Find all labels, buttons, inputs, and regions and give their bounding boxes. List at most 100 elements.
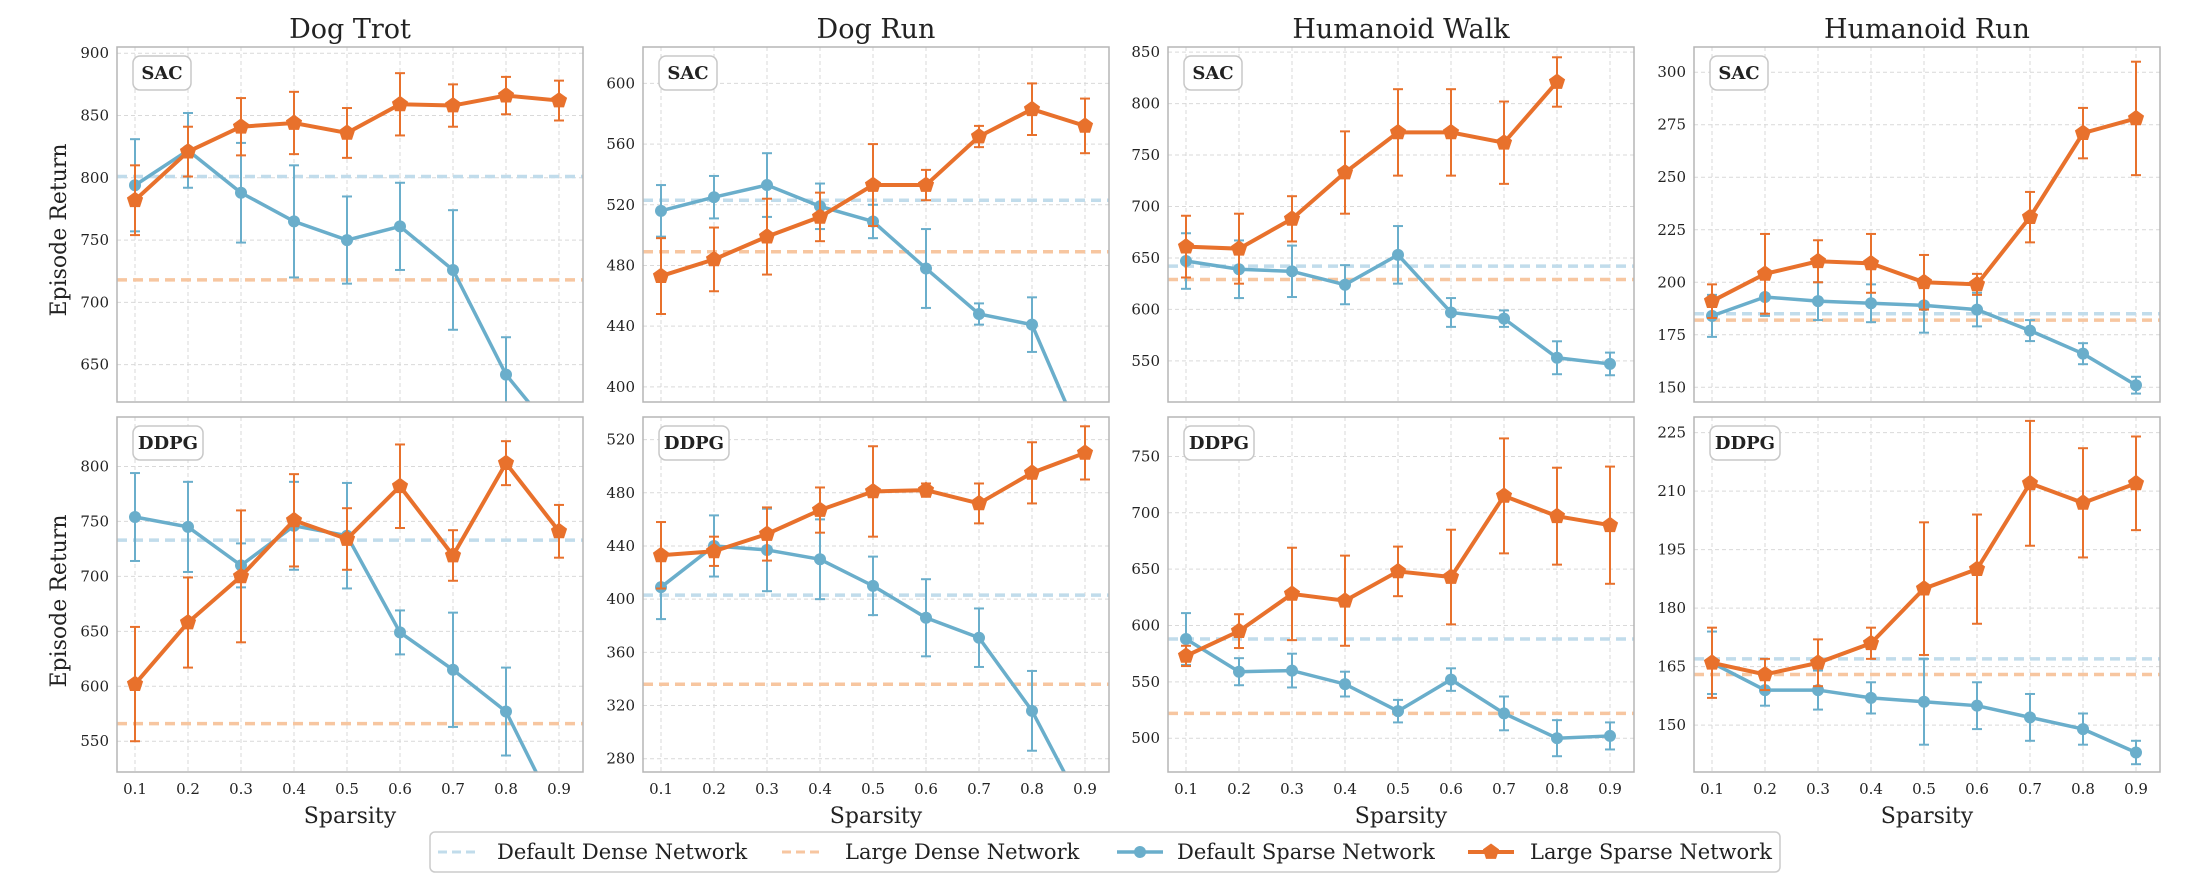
panel-plot-area [1694,60,2160,395]
panel-plot-area [117,440,583,824]
x-tick-label: 0.1 [1700,780,1724,798]
y-tick-label: 200 [1657,273,1686,291]
large-sparse-marker [391,477,409,494]
algo-badge [132,425,204,461]
large-sparse-marker [2021,208,2039,224]
legend-label-large-dense: Large Dense Network [845,840,1080,864]
panel-sac-humanoid-walk: 550 600 650 700 750 800 850 SAC [1131,43,1635,403]
default-sparse-marker [1971,303,1983,316]
y-tick-label: 650 [1131,249,1160,267]
large-sparse-marker [2074,494,2092,510]
default-sparse-marker [1445,306,1457,319]
large-sparse-marker [497,454,515,470]
large-sparse-marker [811,501,829,517]
default-sparse-marker [1392,705,1404,718]
large-sparse-marker [550,92,568,108]
y-tick-label: 750 [80,512,109,530]
default-sparse-marker [2077,723,2089,736]
x-tick-label: 0.3 [1280,780,1304,798]
algo-badge-label: DDPG [1189,433,1249,454]
y-tick-label: 550 [1131,673,1160,691]
x-tick-label: 0.5 [1912,780,1936,798]
legend-label-default-sparse: Default Sparse Network [1177,840,1435,864]
panel-ddpg-dog-run: 280 320 360 400 440 480 520 0.1 0.2 0.3 0.4 0.5 0.6 0… [606,416,1110,818]
large-sparse-marker [1495,487,1513,503]
y-tick-label: 150 [1657,378,1686,396]
large-sparse-marker [232,118,250,134]
default-sparse-marker [1079,806,1091,818]
default-sparse-marker [553,812,565,824]
x-tick-label: 0.8 [1545,780,1569,798]
large-sparse-marker [1023,464,1041,480]
default-sparse-marker [1498,707,1510,720]
panel-title-dog-trot: Dog Trot [289,14,411,45]
x-tick-label: 0.8 [1020,780,1044,798]
default-sparse-marker [1445,673,1457,686]
large-sparse-marker [1968,560,1986,576]
y-tick-label: 225 [1657,221,1686,239]
large-sparse-marker [338,530,356,546]
default-sparse-marker [2077,347,2089,360]
x-tick-label: 0.5 [861,780,885,798]
panel-frame [1693,416,2161,773]
default-sparse-marker [1339,678,1351,691]
legend-marker-large-sparse [1482,843,1500,859]
panel-frame [1167,46,1635,403]
panel-plot-area [643,82,1109,402]
x-tick-label: 0.3 [755,780,779,798]
panel-frame [1167,416,1635,773]
large-sparse-marker [1756,666,1774,682]
large-sparse-line [1185,80,1559,251]
default-sparse-marker [1604,357,1616,370]
large-sparse-marker [1968,275,1986,292]
default-sparse-marker [708,191,720,204]
large-sparse-marker [391,95,409,112]
large-sparse-marker [1703,654,1721,670]
x-tick-label: 0.9 [547,780,571,798]
algo-badge-label: DDPG [138,433,198,454]
y-tick-label: 300 [1657,63,1686,81]
large-sparse-marker [126,191,144,208]
y-tick-label: 850 [80,107,109,125]
default-sparse-marker [1392,248,1404,261]
x-tick-label: 0.4 [808,780,832,798]
legend-label-default-dense: Default Dense Network [497,840,747,864]
algo-badge [1183,55,1243,91]
default-sparse-marker [394,626,406,639]
x-tick-label: 0.4 [1859,780,1883,798]
large-sparse-marker [864,176,882,192]
y-tick-label: 275 [1657,116,1686,134]
x-tick-label: 0.1 [649,780,673,798]
y-tick-label: 440 [606,317,635,335]
algo-badge [1183,425,1255,461]
y-tick-label: 165 [1657,658,1686,676]
large-sparse-marker [1076,444,1094,460]
large-sparse-marker [1548,507,1566,524]
large-sparse-marker [444,547,462,563]
algo-badge-label: DDPG [1715,433,1775,454]
x-tick-label: 0.8 [2071,780,2095,798]
default-sparse-marker [1233,665,1245,678]
x-tick-label: 0.4 [1333,780,1357,798]
large-sparse-marker [811,208,829,224]
y-tick-label: 750 [1131,146,1160,164]
large-sparse-marker [1862,634,1880,651]
large-sparse-marker [444,97,462,113]
x-tick-label: 0.7 [441,780,465,798]
large-sparse-marker [2127,109,2145,126]
default-sparse-marker [1286,664,1298,677]
large-sparse-marker [1915,273,1933,290]
large-sparse-marker [1023,100,1041,117]
large-sparse-marker [1756,265,1774,281]
panel-frame [116,46,584,403]
x-axis-label-1: Sparsity [304,804,397,829]
large-sparse-marker [652,267,670,283]
default-sparse-marker [2024,324,2036,337]
y-tick-label: 600 [1131,300,1160,318]
algo-badge [132,55,192,91]
y-tick-label: 210 [1657,482,1686,500]
default-sparse-marker [1604,729,1616,742]
large-sparse-marker [1076,117,1094,133]
algo-badge-label: DDPG [664,433,724,454]
y-tick-label: 750 [80,231,109,249]
